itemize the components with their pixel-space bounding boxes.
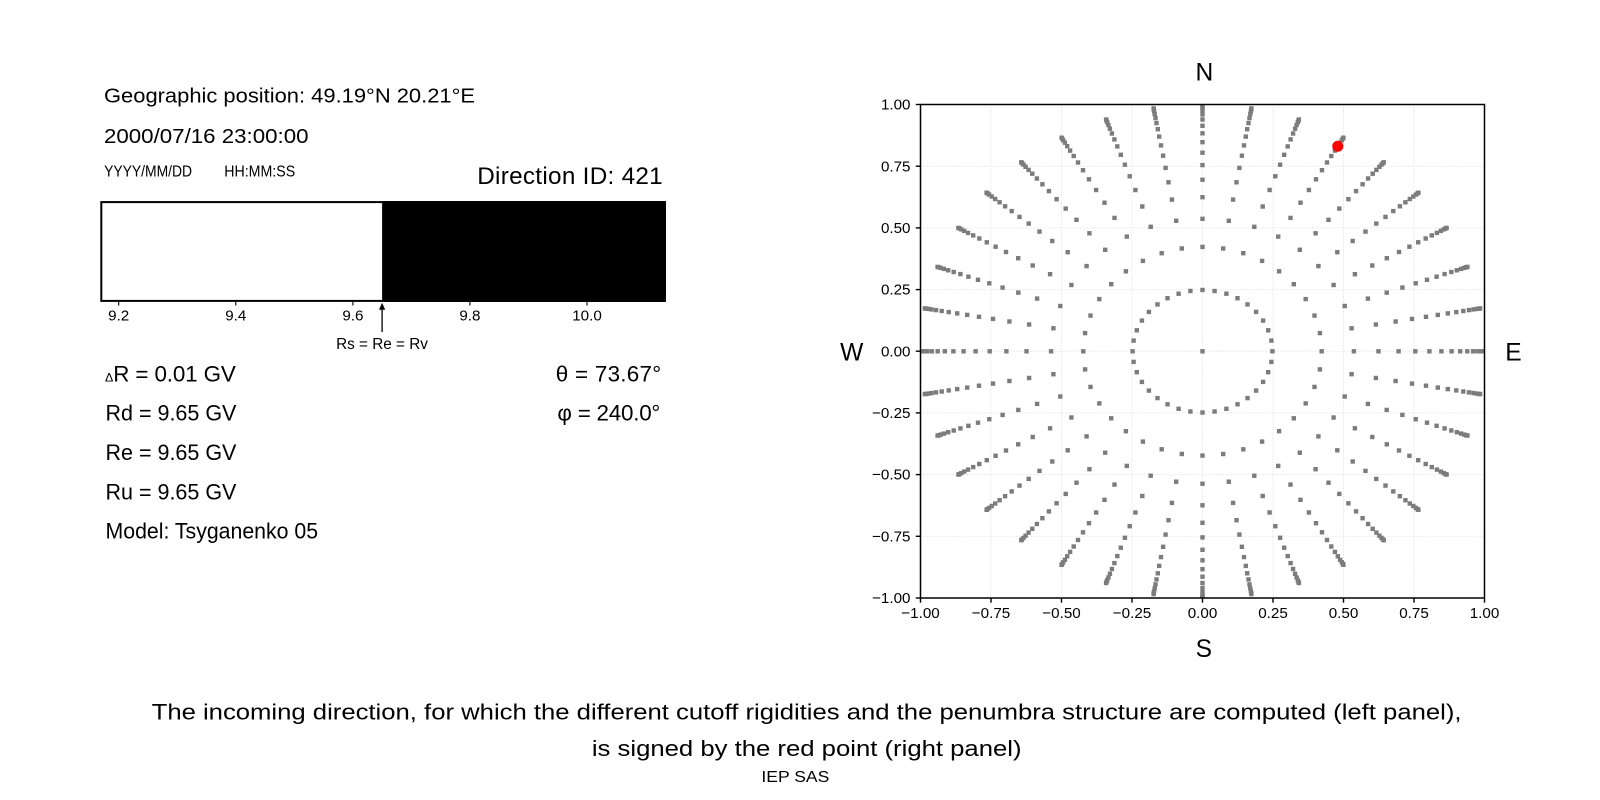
svg-text:Geographic position: 49.19°N 2: Geographic position: 49.19°N 20.21°E xyxy=(104,85,475,107)
svg-text:0.50: 0.50 xyxy=(1329,605,1359,622)
svg-text:−0.75: −0.75 xyxy=(972,605,1010,622)
svg-text:Rd = 9.65 GV: Rd = 9.65 GV xyxy=(106,400,237,425)
svg-text:0.25: 0.25 xyxy=(1258,605,1288,622)
svg-text:9.6: 9.6 xyxy=(342,307,363,324)
svg-text:10.0: 10.0 xyxy=(572,307,602,324)
svg-text:−1.00: −1.00 xyxy=(901,605,939,622)
svg-text:Rs = Re = Rv: Rs = Re = Rv xyxy=(336,336,428,353)
svg-text:0.50: 0.50 xyxy=(881,220,911,237)
svg-text:is signed by the red point (ri: is signed by the red point (right panel) xyxy=(592,736,1022,761)
svg-text:ΔR = 0.01 GV: ΔR = 0.01 GV xyxy=(105,361,236,386)
svg-text:1.00: 1.00 xyxy=(881,97,911,114)
svg-text:−0.75: −0.75 xyxy=(872,528,910,545)
svg-text:S: S xyxy=(1196,636,1212,663)
svg-text:φ = 240.0°: φ = 240.0° xyxy=(557,400,660,425)
svg-text:E: E xyxy=(1505,339,1521,366)
svg-text:−0.25: −0.25 xyxy=(1113,605,1151,622)
svg-text:1.00: 1.00 xyxy=(1470,605,1500,622)
svg-text:0.25: 0.25 xyxy=(881,282,911,299)
svg-text:9.2: 9.2 xyxy=(108,307,129,324)
svg-text:−0.50: −0.50 xyxy=(872,467,910,484)
svg-text:0.75: 0.75 xyxy=(881,158,911,175)
svg-text:0.00: 0.00 xyxy=(881,343,911,360)
svg-text:θ = 73.67°: θ = 73.67° xyxy=(556,361,661,386)
svg-text:9.8: 9.8 xyxy=(459,307,480,324)
svg-text:−0.25: −0.25 xyxy=(872,405,910,422)
svg-text:W: W xyxy=(840,339,864,366)
svg-text:Ru = 9.65 GV: Ru = 9.65 GV xyxy=(106,479,237,504)
svg-text:IEP SAS: IEP SAS xyxy=(761,769,829,786)
svg-text:Re = 9.65 GV: Re = 9.65 GV xyxy=(106,440,237,465)
svg-text:N: N xyxy=(1196,59,1214,86)
svg-text:−0.50: −0.50 xyxy=(1042,605,1080,622)
svg-text:9.4: 9.4 xyxy=(225,307,246,324)
svg-text:The incoming direction, for wh: The incoming direction, for which the di… xyxy=(152,700,1462,725)
svg-text:0.00: 0.00 xyxy=(1188,605,1218,622)
svg-text:2000/07/16 23:00:00: 2000/07/16 23:00:00 xyxy=(104,126,309,148)
svg-text:HH:MM:SS: HH:MM:SS xyxy=(224,163,295,180)
svg-text:0.75: 0.75 xyxy=(1399,605,1429,622)
svg-text:Model: Tsyganenko 05: Model: Tsyganenko 05 xyxy=(106,518,319,543)
svg-text:Direction ID: 421: Direction ID: 421 xyxy=(477,163,663,190)
svg-text:−1.00: −1.00 xyxy=(872,590,910,607)
svg-text:YYYY/MM/DD: YYYY/MM/DD xyxy=(104,163,192,180)
